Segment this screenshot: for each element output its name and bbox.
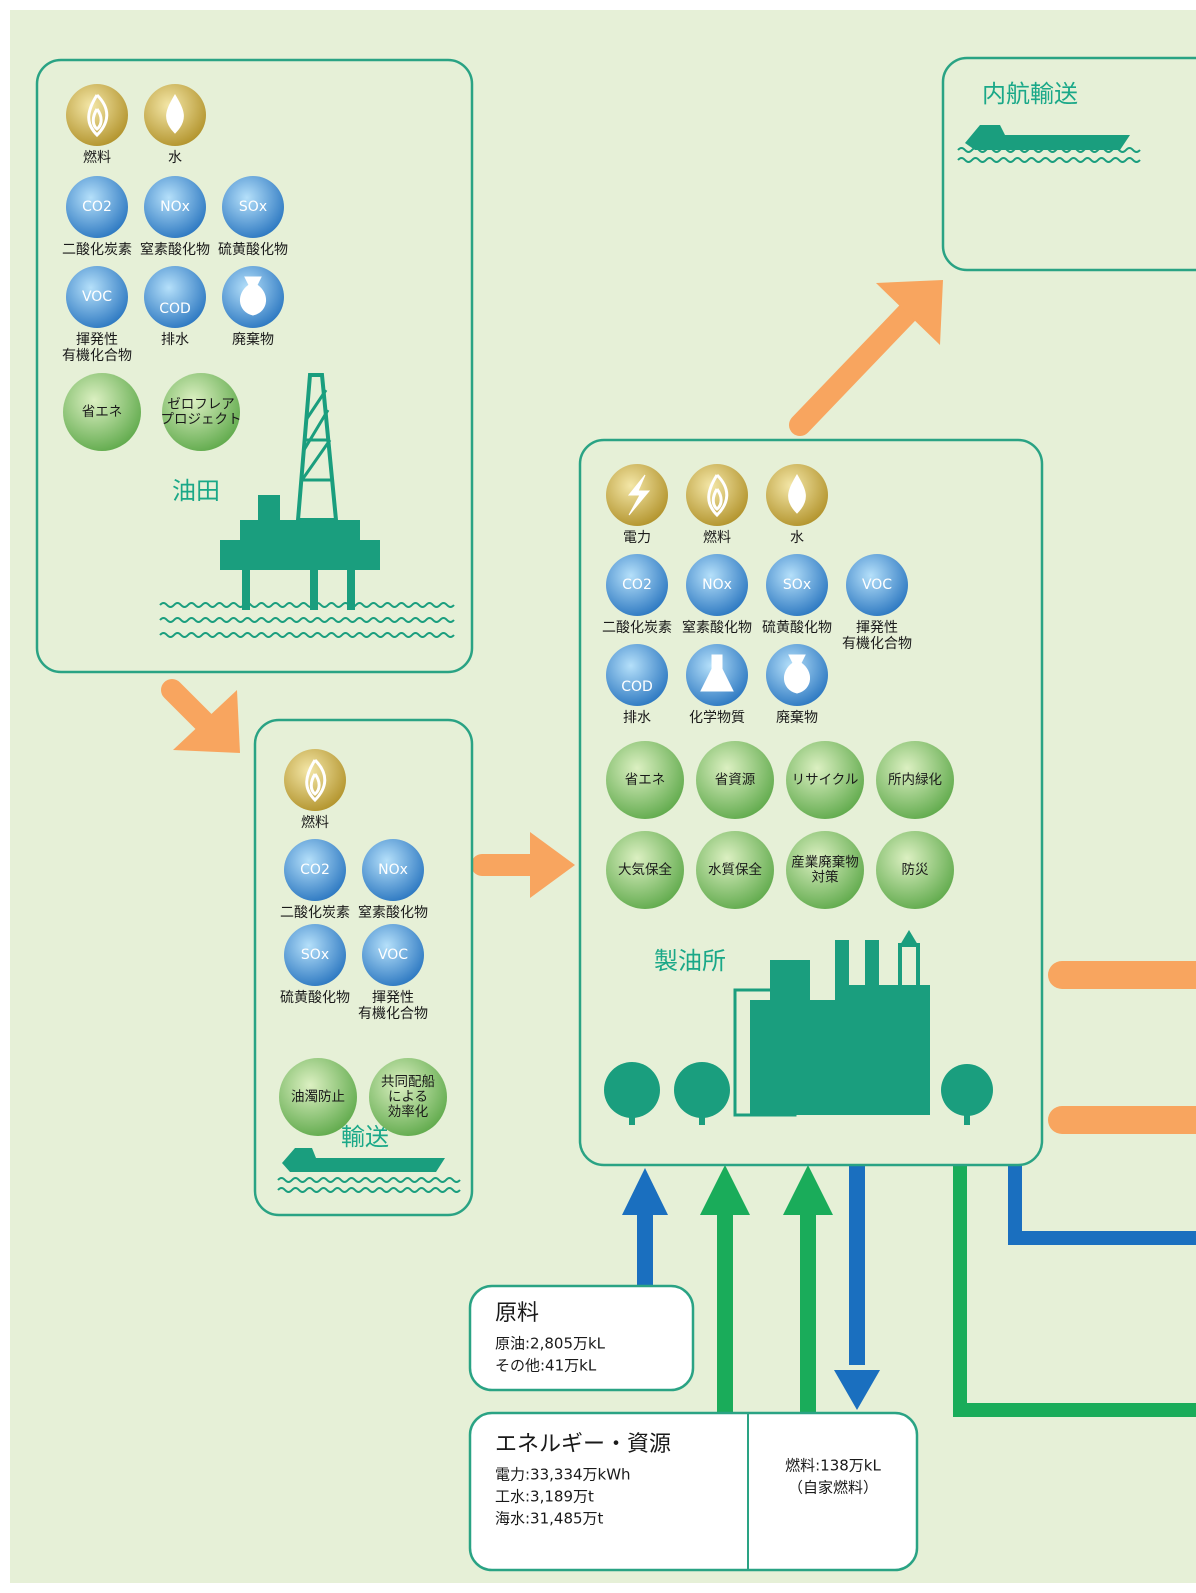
icon-label: 硫黄酸化物 bbox=[280, 989, 350, 1006]
icon bbox=[686, 464, 748, 526]
icon-text: SOx bbox=[239, 199, 267, 215]
icon bbox=[222, 266, 284, 328]
icon-text: CO2 bbox=[300, 862, 330, 878]
icon-label: 揮発性 bbox=[856, 620, 898, 636]
measure-label: 省資源 bbox=[715, 772, 756, 788]
measure-label: リサイクル bbox=[792, 772, 859, 788]
icon: CO2 bbox=[606, 554, 668, 616]
icon-text: COD bbox=[159, 301, 191, 317]
icon bbox=[284, 749, 346, 811]
measure-label: プロジェクト bbox=[161, 412, 242, 428]
icon-text: VOC bbox=[378, 947, 408, 963]
title: エネルギー・資源 bbox=[495, 1432, 671, 1457]
icon-label: 硫黄酸化物 bbox=[762, 619, 832, 636]
icon-text: CO2 bbox=[82, 199, 112, 215]
icon-text: NOx bbox=[702, 577, 732, 593]
icon: VOC bbox=[362, 924, 424, 986]
icon-label: 排水 bbox=[161, 332, 189, 348]
icon-text: VOC bbox=[82, 289, 112, 305]
icon-label: 有機化合物 bbox=[842, 636, 912, 652]
measure-label: 省エネ bbox=[82, 404, 123, 420]
icon-text: NOx bbox=[378, 862, 408, 878]
icon-text: SOx bbox=[301, 947, 329, 963]
icon: COD bbox=[144, 266, 206, 328]
icon-label: 揮発性 bbox=[76, 332, 118, 348]
icon-label: 硫黄酸化物 bbox=[218, 241, 288, 258]
title: 原料 bbox=[495, 1301, 539, 1326]
icon-label: 揮発性 bbox=[372, 990, 414, 1006]
info-line: 燃料:138万kL bbox=[785, 1457, 881, 1475]
measure-label: 水質保全 bbox=[708, 861, 762, 878]
icon-label: 水 bbox=[168, 150, 182, 166]
info-line: （自家燃料） bbox=[788, 1479, 878, 1497]
title: 内航輸送 bbox=[982, 80, 1078, 108]
icon-label: 廃棄物 bbox=[232, 331, 274, 348]
icon-label: 水 bbox=[790, 530, 804, 546]
icon-text: SOx bbox=[783, 577, 811, 593]
icon: NOx bbox=[686, 554, 748, 616]
icon: NOx bbox=[144, 176, 206, 238]
icon-label: 電力 bbox=[623, 530, 651, 546]
icon bbox=[766, 464, 828, 526]
icon: SOx bbox=[284, 924, 346, 986]
icon-label: 廃棄物 bbox=[776, 709, 818, 726]
icon: COD bbox=[606, 644, 668, 706]
title: 輸送 bbox=[341, 1123, 389, 1151]
icon-label: 二酸化炭素 bbox=[62, 242, 132, 258]
measure-label: 共同配船 bbox=[381, 1074, 435, 1090]
icon: CO2 bbox=[284, 839, 346, 901]
diagram: 油田 輸送 製油所 内航輸送 原料 エネルギー・資源 燃料水CO2二酸化炭素NO… bbox=[0, 0, 1196, 1593]
icon-label: 窒素酸化物 bbox=[358, 904, 428, 921]
icon-text: CO2 bbox=[622, 577, 652, 593]
measure-label: 効率化 bbox=[388, 1103, 429, 1120]
icon: CO2 bbox=[66, 176, 128, 238]
icon: NOx bbox=[362, 839, 424, 901]
icon-circle bbox=[606, 644, 668, 706]
title: 製油所 bbox=[654, 947, 726, 975]
info-line: 原油:2,805万kL bbox=[495, 1335, 606, 1353]
measure-label: 所内緑化 bbox=[888, 772, 942, 788]
icon: VOC bbox=[846, 554, 908, 616]
icon-label: 有機化合物 bbox=[62, 348, 132, 364]
measure-label: 省エネ bbox=[625, 772, 666, 788]
icon-label: 化学物質 bbox=[689, 710, 745, 726]
info-line: 電力:33,334万kWh bbox=[495, 1466, 631, 1484]
measure-label: による bbox=[388, 1089, 428, 1105]
icon-label: 二酸化炭素 bbox=[280, 905, 350, 921]
measure-label: 防災 bbox=[902, 862, 930, 878]
icon: SOx bbox=[766, 554, 828, 616]
icon-circle bbox=[144, 266, 206, 328]
icon bbox=[66, 84, 128, 146]
icon bbox=[606, 464, 668, 526]
icon bbox=[686, 644, 748, 706]
info-line: 海水:31,485万t bbox=[495, 1510, 604, 1528]
icon bbox=[766, 644, 828, 706]
measure-label: ゼロフレア bbox=[167, 397, 235, 413]
icon-label: 有機化合物 bbox=[358, 1006, 428, 1022]
icon-label: 燃料 bbox=[301, 814, 329, 831]
icon-label: 窒素酸化物 bbox=[140, 241, 210, 258]
icon: VOC bbox=[66, 266, 128, 328]
measure-label: 産業廃棄物 bbox=[791, 854, 859, 871]
icon-label: 燃料 bbox=[703, 529, 731, 546]
icon bbox=[144, 84, 206, 146]
icon-label: 排水 bbox=[623, 710, 651, 726]
info-line: その他:41万kL bbox=[495, 1357, 597, 1375]
measure-label: 油濁防止 bbox=[291, 1089, 345, 1105]
icon: SOx bbox=[222, 176, 284, 238]
icon-label: 燃料 bbox=[83, 149, 111, 166]
icon-label: 二酸化炭素 bbox=[602, 620, 672, 636]
info-line: 工水:3,189万t bbox=[495, 1488, 594, 1506]
measure-label: 大気保全 bbox=[618, 861, 672, 878]
icon-text: COD bbox=[621, 679, 653, 695]
icon-text: VOC bbox=[862, 577, 892, 593]
icon-text: NOx bbox=[160, 199, 190, 215]
measure-label: 対策 bbox=[812, 869, 840, 886]
title: 油田 bbox=[172, 477, 220, 505]
icon-label: 窒素酸化物 bbox=[682, 619, 752, 636]
